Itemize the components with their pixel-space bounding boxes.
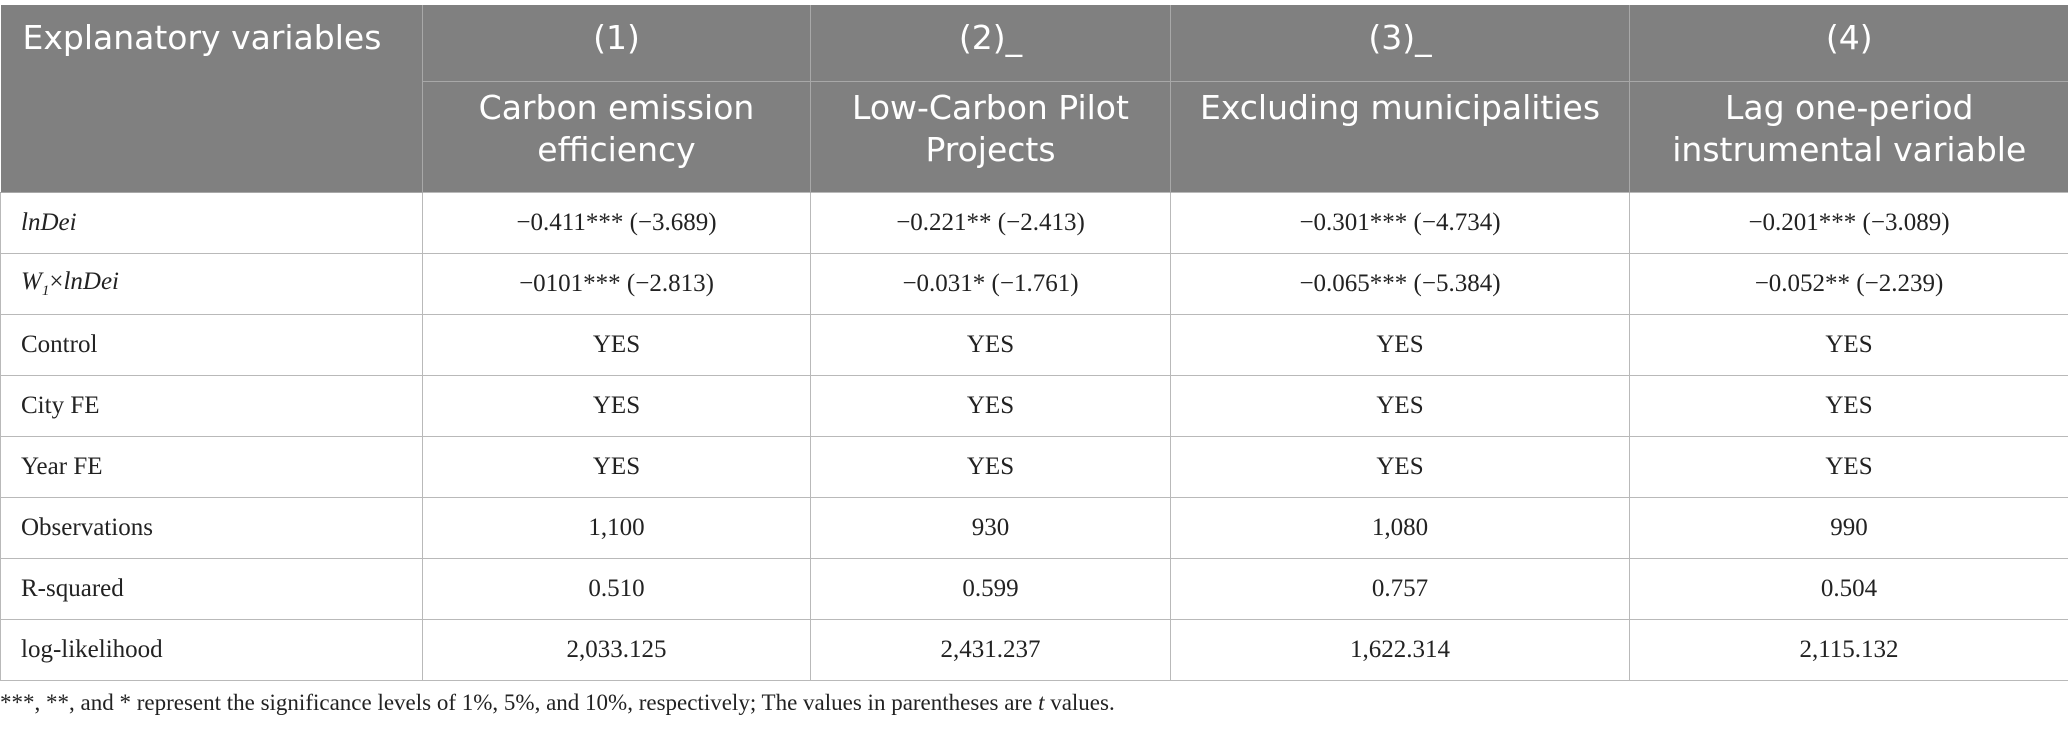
header-row: Carbon emission efficiency Low-Carbon Pil… — [1, 81, 2068, 193]
table-cell: 0.599 — [810, 558, 1171, 620]
label-subscript: 1 — [41, 283, 50, 299]
table-cell: −0.301*** (−4.734) — [1170, 192, 1630, 254]
table-cell: 0.757 — [1170, 558, 1630, 620]
table-cell: YES — [1629, 375, 2068, 437]
table-cell: 2,033.125 — [422, 619, 811, 681]
column-title: Low-Carbon Pilot Projects — [810, 81, 1171, 193]
table-cell: 1,100 — [422, 497, 811, 559]
footnote: ***, **, and * represent the significanc… — [0, 690, 1115, 716]
column-number: (1) — [422, 5, 811, 82]
table-cell: −0.065*** (−5.384) — [1170, 253, 1630, 315]
table-row: W1×lnDei −0101*** (−2.813) −0.031* (−1.761… — [0, 253, 2068, 315]
table-row: Control YES YES YES YES — [0, 314, 2068, 376]
table-cell: −0.052** (−2.239) — [1629, 253, 2068, 315]
table-cell: 930 — [810, 497, 1171, 559]
table-cell: 0.504 — [1629, 558, 2068, 620]
label-part: lnDei — [63, 268, 119, 295]
table-row: R-squared 0.510 0.599 0.757 0.504 — [0, 558, 2068, 620]
table-cell: 2,431.237 — [810, 619, 1171, 681]
table-cell: YES — [810, 314, 1171, 376]
row-label: Year FE — [0, 436, 423, 498]
table-cell: −0.411*** (−3.689) — [422, 192, 811, 254]
table-row: log-likelihood 2,033.125 2,431.237 1,622.31… — [0, 619, 2068, 681]
table-header: Explanatory variables (1) (2)_ (3)_ (4) Car… — [0, 5, 2068, 193]
note-part: t — [1038, 690, 1045, 715]
column-number: (2)_ — [810, 5, 1171, 82]
table-cell: YES — [1170, 375, 1630, 437]
table-cell: −0.031* (−1.761) — [810, 253, 1171, 315]
table-cell: −0101*** (−2.813) — [422, 253, 811, 315]
table-cell: 0.510 — [422, 558, 811, 620]
column-number: (3)_ — [1170, 5, 1630, 82]
table-cell: YES — [422, 375, 811, 437]
table-cell: YES — [810, 375, 1171, 437]
corner-header: Explanatory variables — [0, 5, 423, 193]
table-cell: YES — [1170, 314, 1630, 376]
table-row: lnDei −0.411*** (−3.689) −0.221** (−2.413)… — [0, 192, 2068, 254]
column-title: Lag one-period instrumental variable — [1629, 81, 2068, 193]
row-label: City FE — [0, 375, 423, 437]
table-cell: 1,080 — [1170, 497, 1630, 559]
table-cell: 1,622.314 — [1170, 619, 1630, 681]
row-label: W1×lnDei — [0, 253, 423, 315]
table-body: lnDei −0.411*** (−3.689) −0.221** (−2.413)… — [0, 192, 2068, 681]
table-cell: YES — [1629, 314, 2068, 376]
column-number: (4) — [1629, 5, 2068, 82]
column-title: Carbon emission efficiency — [422, 81, 811, 193]
table-row: City FE YES YES YES YES — [0, 375, 2068, 437]
table-cell: 2,115.132 — [1629, 619, 2068, 681]
row-label: R-squared — [0, 558, 423, 620]
table-cell: YES — [1170, 436, 1630, 498]
table-row: Observations 1,100 930 1,080 990 — [0, 497, 2068, 559]
label-part: × — [49, 268, 64, 295]
row-label: lnDei — [0, 192, 423, 254]
header-row: Explanatory variables (1) (2)_ (3)_ (4) — [0, 5, 2068, 193]
table-cell: YES — [1629, 436, 2068, 498]
results-table: Explanatory variables (1) (2)_ (3)_ (4) Car… — [0, 5, 2068, 681]
table-cell: −0.221** (−2.413) — [810, 192, 1171, 254]
column-title: Excluding municipalities — [1170, 81, 1630, 193]
table-cell: −0.201*** (−3.089) — [1629, 192, 2068, 254]
table-cell: YES — [810, 436, 1171, 498]
note-part: values. — [1044, 690, 1115, 715]
row-label: log-likelihood — [0, 619, 423, 681]
row-label: Control — [0, 314, 423, 376]
row-label: Observations — [0, 497, 423, 559]
table-cell: YES — [422, 436, 811, 498]
table-cell: 990 — [1629, 497, 2068, 559]
table-cell: YES — [422, 314, 811, 376]
table-row: Year FE YES YES YES YES — [0, 436, 2068, 498]
label-part: W — [21, 268, 42, 295]
note-part: ***, **, and * represent the significanc… — [0, 690, 1039, 715]
